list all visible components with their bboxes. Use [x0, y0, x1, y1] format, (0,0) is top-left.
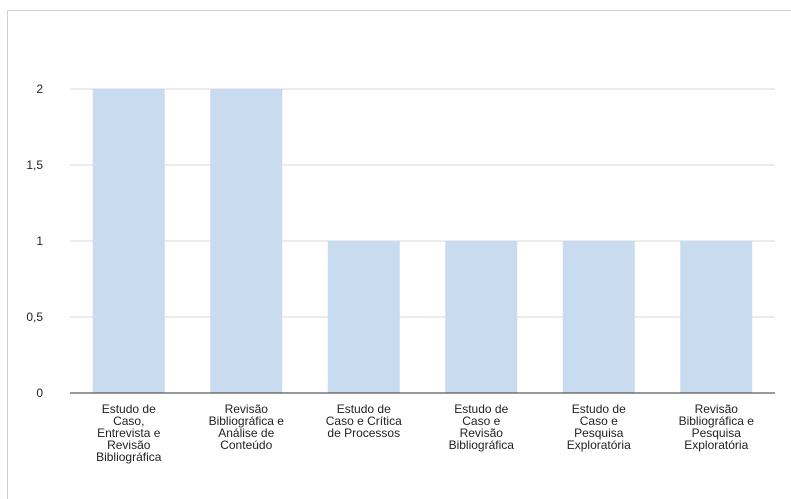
x-category-label: Estudo de Caso e Crítica de Processos — [326, 402, 402, 440]
x-category-label-line: Revisão — [460, 426, 504, 440]
x-category-label: Estudo de Caso e Revisão Bibliográfica — [449, 402, 515, 452]
x-category-label-line: Caso e Crítica — [326, 414, 402, 428]
x-category-label-line: Bibliográfica e — [679, 414, 755, 428]
x-category-label-line: Revisão — [225, 402, 269, 416]
x-category-label: Revisão Bibliográfica e Análise de Conteúdo — [209, 402, 285, 452]
x-category-label-line: Entrevista e — [97, 426, 161, 440]
x-category-label: Revisão Bibliográfica e Pesquisa Exploratór… — [679, 402, 755, 452]
x-category-label-line: Bibliográfica — [449, 438, 515, 452]
y-tick-label: 2 — [36, 82, 43, 96]
x-category-label-line: Estudo de — [102, 402, 156, 416]
gridlines — [70, 88, 775, 318]
x-category-label-line: Estudo de — [572, 402, 626, 416]
x-category-label-line: Bibliográfica — [96, 450, 162, 464]
y-tick-label: 0 — [36, 386, 43, 400]
x-category-label: Estudo de Caso e Pesquisa Exploratória — [567, 402, 631, 452]
bar — [445, 241, 518, 393]
y-axis-tick-labels: 0 0,5 1 1,5 2 — [26, 82, 43, 400]
x-category-label: Estudo de Caso, Entrevista e Revisão Bibliog… — [96, 402, 162, 464]
x-category-label-line: de Processos — [327, 426, 400, 440]
x-category-label-line: Exploratória — [567, 438, 631, 452]
y-tick-label: 1,5 — [26, 158, 43, 172]
y-tick-label: 0,5 — [26, 310, 43, 324]
x-category-label-line: Caso e — [580, 414, 618, 428]
x-category-label-line: Análise de — [218, 426, 274, 440]
x-category-label-line: Revisão — [695, 402, 739, 416]
x-category-label-line: Estudo de — [337, 402, 391, 416]
x-category-label-line: Pesquisa — [692, 426, 742, 440]
x-category-label-line: Pesquisa — [574, 426, 624, 440]
x-category-label-line: Exploratória — [684, 438, 748, 452]
bar — [680, 241, 753, 393]
x-category-label-line: Caso e — [462, 414, 500, 428]
x-category-label-line: Bibliográfica e — [209, 414, 285, 428]
bar — [327, 241, 400, 393]
x-category-label-line: Estudo de — [454, 402, 508, 416]
bar — [92, 89, 165, 393]
bar — [562, 241, 635, 393]
bar — [210, 89, 283, 393]
x-axis-category-labels: Estudo de Caso, Entrevista e Revisão Bibliog… — [96, 402, 754, 464]
x-category-label-line: Conteúdo — [220, 438, 272, 452]
x-category-label-line: Caso, — [113, 414, 144, 428]
y-tick-label: 1 — [36, 234, 43, 248]
bars — [92, 89, 753, 393]
x-category-label-line: Revisão — [107, 438, 151, 452]
